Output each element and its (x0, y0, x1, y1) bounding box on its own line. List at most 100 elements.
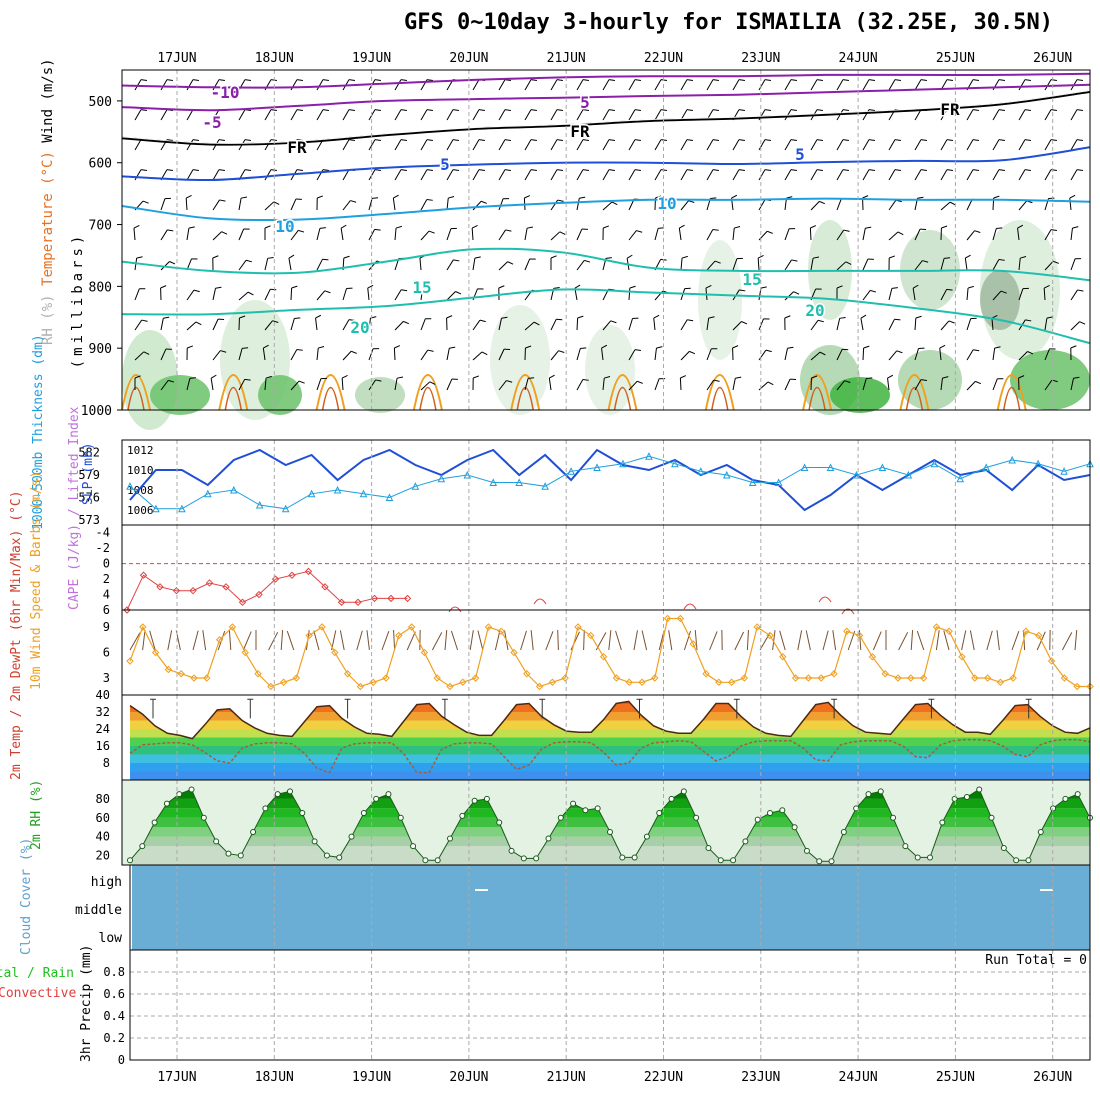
wind-barb (966, 318, 972, 331)
wind-speed-marker (139, 623, 147, 631)
wind-barb-flag (580, 347, 587, 349)
wind-barb (264, 378, 267, 391)
wind-barb (420, 139, 428, 151)
wind-barb-flag (920, 379, 928, 382)
wind-barb-flag (689, 350, 696, 355)
wind-barb-flag (471, 225, 478, 229)
temp-band (130, 763, 1090, 772)
wind-barb-flag (559, 231, 566, 235)
li-blip (533, 598, 547, 605)
li-marker (271, 575, 280, 583)
wind-barb-flag (712, 169, 720, 172)
wind-barb (836, 261, 847, 271)
wind-barb (185, 197, 188, 211)
wind-barb (601, 348, 604, 361)
wind-speed-marker (779, 653, 787, 661)
wind-barb (706, 79, 714, 91)
wind-barb (368, 318, 371, 331)
wind-barb-flag (428, 230, 435, 234)
wind-barb (966, 381, 976, 391)
wind-barb-flag (244, 79, 252, 82)
wind-barb-flag (557, 199, 564, 202)
rh-marker (939, 819, 946, 826)
wind-barb-flag (1025, 319, 1032, 322)
wind-barb-flag (793, 291, 800, 295)
wind-barb (966, 230, 975, 241)
rh-marker (705, 845, 712, 851)
surface-wind-barb (898, 631, 909, 651)
wind-barb (471, 227, 474, 241)
wind-barb-flag (790, 109, 798, 112)
wind-barb-flag (949, 201, 956, 206)
wind-speed-marker (510, 648, 518, 657)
rh-blob (355, 377, 405, 413)
wind-barb-flag (426, 139, 434, 142)
wind-barb-flag (891, 287, 898, 289)
wind-barb (498, 318, 502, 331)
wind-barb (316, 290, 326, 301)
temp-band (130, 737, 1090, 746)
wind-barb (342, 200, 351, 211)
wind-barb-flag (764, 169, 772, 172)
surface-wind-barb (406, 631, 416, 651)
wind-barb-flag (790, 79, 798, 82)
wind-barb-flag (790, 169, 798, 172)
wind-barb-flag (1018, 375, 1025, 379)
wind-speed-marker (241, 648, 249, 657)
thickness-tick-label: 573 (78, 513, 100, 527)
wind-speed-marker (574, 623, 582, 631)
wind-speed-marker (996, 678, 1005, 686)
thickness-marker (411, 482, 420, 490)
wind-barb (367, 288, 370, 301)
wind-barb (912, 288, 916, 301)
wind-speed-marker (561, 674, 569, 682)
wind-barb (680, 200, 689, 211)
surface-wind-barb (280, 630, 284, 651)
wind-barb-flag (991, 314, 998, 319)
wind-barb (420, 288, 424, 301)
wind-barb (784, 378, 791, 391)
wind-barb-flag (218, 79, 226, 82)
wind-speed-marker (676, 614, 685, 623)
wind-barb (1044, 229, 1052, 241)
date-label-bottom: 24JUN (839, 1070, 878, 1085)
wind-barb (186, 228, 190, 241)
wind-barb-flag (478, 139, 486, 142)
wind-barb-flag (629, 285, 636, 289)
surface-wind-barb (779, 630, 786, 651)
wind-barb-flag (686, 169, 694, 172)
wind-barb (472, 258, 476, 271)
surface-wind-barb (608, 630, 612, 651)
wind-barb (862, 378, 867, 391)
rh-marker (188, 786, 195, 793)
wind-barb (940, 378, 943, 391)
li-marker (156, 583, 164, 591)
wind-barb-flag (998, 79, 1006, 82)
wind-barb-flag (816, 79, 824, 82)
wind-barb (836, 79, 844, 91)
wind-barb-flag (764, 109, 772, 112)
li-marker (370, 594, 379, 603)
rh-marker (656, 810, 663, 817)
surface-wind-barb (1061, 632, 1073, 651)
cloud-cover-fill (132, 865, 1090, 950)
wind-barb-flag (505, 229, 512, 232)
contour-label: 20 (805, 301, 824, 320)
wind-speed-marker (535, 682, 544, 691)
wind-barb (836, 348, 843, 361)
wind-barb-flag (1024, 169, 1032, 172)
wind-barb-flag (403, 320, 410, 325)
boundary-layer-line (218, 374, 249, 411)
wind-barb-flag (942, 376, 949, 379)
wind-barb-flag (480, 200, 487, 204)
wind-speed-marker (254, 670, 262, 678)
wind-barb (940, 320, 950, 331)
wind-barb (939, 348, 942, 361)
wind-barb (758, 79, 766, 91)
wind-barb (888, 169, 896, 181)
contour-label: FR (940, 100, 960, 119)
wind-barb-flag (426, 169, 434, 172)
wind-barb-flag (315, 314, 322, 319)
rh-marker (459, 812, 466, 819)
wind-barb-flag (394, 345, 401, 349)
